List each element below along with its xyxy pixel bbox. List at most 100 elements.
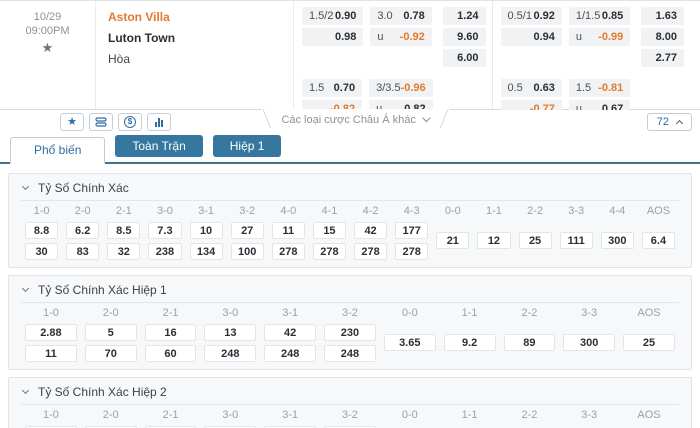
tab-toàn-trận[interactable]: Toàn Trận bbox=[115, 135, 203, 157]
odds-band-1: 1.5/2 0.90 0.98 3.0 0.78 u -0.92 1.24 9.60 6.00 bbox=[302, 7, 486, 70]
score-odds-cell[interactable]: 6.4 bbox=[641, 231, 675, 249]
score-odds-cell[interactable]: 8.8 bbox=[25, 222, 59, 239]
score-odds-cell[interactable]: 7.3 bbox=[148, 222, 182, 239]
score-column-3-2: 3-2122230 bbox=[324, 408, 376, 428]
stack-icon[interactable] bbox=[89, 113, 113, 131]
score-label: 3-1 bbox=[198, 205, 215, 217]
x12-odds-cell[interactable]: 6.00 bbox=[442, 49, 486, 67]
teams-column: Aston Villa Luton Town Hòa bbox=[95, 1, 293, 109]
match-datetime: 10/29 09:00PM ★ bbox=[0, 1, 95, 109]
x12-odds-cell[interactable]: 1.63 bbox=[641, 7, 684, 25]
score-label: 1-1 bbox=[485, 205, 502, 217]
score-label: 3-2 bbox=[342, 307, 358, 319]
score-odds-cell[interactable]: 8.5 bbox=[107, 222, 141, 239]
over_under-value: 0.85 bbox=[601, 10, 624, 22]
score-odds-cell[interactable]: 30 bbox=[25, 243, 59, 260]
tab-hiệp-1[interactable]: Hiệp 1 bbox=[212, 135, 282, 157]
score-odds-cell[interactable]: 21 bbox=[436, 231, 470, 249]
single-odds-wrap: 300 bbox=[563, 320, 616, 362]
score-odds-cell[interactable]: 83 bbox=[66, 243, 100, 260]
score-odds-cell[interactable]: 248 bbox=[204, 345, 257, 362]
score-odds-cell[interactable]: 25 bbox=[264, 426, 317, 428]
handicap-odds-cell[interactable]: 0.98 bbox=[302, 28, 364, 46]
x12-odds-cell[interactable]: 1.24 bbox=[442, 7, 486, 25]
score-odds-cell[interactable]: 278 bbox=[271, 243, 305, 260]
asian-bets-dropdown[interactable]: Các loại cược Châu Á khác bbox=[261, 109, 450, 130]
handicap-value: 0.94 bbox=[533, 31, 555, 43]
favorite-star-icon[interactable]: ★ bbox=[41, 40, 54, 55]
score-odds-cell[interactable]: 5 bbox=[84, 324, 137, 341]
score-odds-cell[interactable]: 300 bbox=[600, 231, 634, 249]
over_under-odds-cell[interactable]: 1/1.5 0.85 bbox=[568, 7, 631, 25]
score-odds-cell[interactable]: 278 bbox=[312, 243, 346, 260]
dollar-icon[interactable]: $ bbox=[118, 113, 142, 131]
score-odds-cell[interactable]: 300 bbox=[563, 333, 616, 351]
handicap-odds-cell[interactable]: 1.5 0.70 bbox=[302, 79, 363, 97]
over_under-value: -0.81 bbox=[598, 82, 624, 94]
chevron-down-icon[interactable] bbox=[21, 386, 30, 395]
score-odds-cell[interactable]: 6.2 bbox=[66, 222, 100, 239]
score-odds-cell[interactable]: 12 bbox=[144, 426, 197, 428]
x12-odds-cell[interactable]: 8.00 bbox=[641, 28, 684, 46]
score-label: 3-0 bbox=[222, 307, 239, 319]
tab-phổ-biến[interactable]: Phổ biến bbox=[10, 137, 106, 164]
score-odds-cell[interactable]: 11 bbox=[271, 222, 305, 239]
score-odds-cell[interactable]: 10 bbox=[189, 222, 223, 239]
score-odds-cell[interactable]: 70 bbox=[84, 345, 137, 362]
score-odds-cell[interactable]: 27 bbox=[230, 222, 264, 239]
score-odds-cell[interactable]: 3.65 bbox=[383, 333, 436, 351]
score-odds-cell[interactable]: 42 bbox=[354, 222, 388, 239]
handicap-odds-cell[interactable]: 0.5/1 0.92 bbox=[500, 7, 562, 25]
score-label: 2-1 bbox=[162, 409, 179, 421]
over_under-odds-cell[interactable]: 3/3.5 -0.96 bbox=[369, 79, 433, 97]
score-odds-cell[interactable]: 248 bbox=[264, 345, 317, 362]
over_under-odds-cell[interactable]: u -0.99 bbox=[568, 28, 631, 46]
score-odds-cell[interactable]: 278 bbox=[395, 243, 429, 260]
score-odds-cell[interactable]: 16 bbox=[144, 324, 197, 341]
score-odds-cell[interactable]: 278 bbox=[354, 243, 388, 260]
handicap-odds-cell[interactable]: 0.94 bbox=[500, 28, 562, 46]
score-odds-cell[interactable]: 12 bbox=[477, 231, 511, 249]
score-odds-cell[interactable]: 111 bbox=[559, 231, 593, 249]
chevron-down-icon[interactable] bbox=[21, 182, 30, 191]
score-odds-cell[interactable]: 4.6 bbox=[84, 426, 137, 428]
score-odds-cell[interactable]: 122 bbox=[324, 426, 376, 428]
handicap-odds-cell[interactable]: 0.5 0.63 bbox=[500, 79, 562, 97]
score-label: AOS bbox=[637, 409, 661, 421]
score-odds-cell[interactable]: 3.35 bbox=[25, 426, 77, 428]
over_under-value: -0.96 bbox=[400, 82, 426, 94]
score-odds-cell[interactable]: 238 bbox=[148, 243, 182, 260]
chevron-down-icon[interactable] bbox=[21, 284, 30, 293]
score-odds-cell[interactable]: 2.88 bbox=[25, 324, 77, 341]
score-odds-cell[interactable]: 177 bbox=[395, 222, 429, 239]
score-odds-cell[interactable]: 11 bbox=[25, 345, 77, 362]
x12-odds-cell[interactable]: 2.77 bbox=[641, 49, 684, 67]
score-odds-cell[interactable]: 60 bbox=[144, 345, 197, 362]
single-odds-wrap: 9.2 bbox=[443, 320, 496, 362]
score-odds-cell[interactable]: 15 bbox=[312, 222, 346, 239]
score-odds-cell[interactable]: 42 bbox=[264, 324, 317, 341]
over_under-odds-cell[interactable]: 3.0 0.78 bbox=[370, 7, 432, 25]
score-odds-cell[interactable]: 89 bbox=[503, 333, 556, 351]
favorite-star-icon[interactable]: ★ bbox=[60, 113, 84, 131]
score-odds-cell[interactable]: 32 bbox=[107, 243, 141, 260]
handicap-odds-cell[interactable]: 1.5/2 0.90 bbox=[302, 7, 364, 25]
market-count-toggle[interactable]: 72 bbox=[646, 113, 692, 131]
score-odds-cell[interactable]: 25 bbox=[518, 231, 552, 249]
score-odds-cell[interactable]: 10 bbox=[204, 426, 257, 428]
single-odds-wrap: 12 bbox=[477, 218, 511, 260]
score-column-2-0: 2-04.660 bbox=[84, 408, 137, 428]
score-odds-cell[interactable]: 9.2 bbox=[443, 333, 496, 351]
stats-icon[interactable] bbox=[147, 113, 171, 131]
score-odds-cell[interactable]: 134 bbox=[189, 243, 223, 260]
score-odds-cell[interactable]: 13 bbox=[204, 324, 257, 341]
score-odds-cell[interactable]: 25 bbox=[623, 333, 675, 351]
over_under-value: -0.92 bbox=[399, 31, 425, 43]
score-odds-cell[interactable]: 248 bbox=[324, 345, 376, 362]
over_under-label: 1/1.5 bbox=[575, 10, 601, 22]
score-odds-cell[interactable]: 100 bbox=[230, 243, 264, 260]
over_under-odds-cell[interactable]: 1.5 -0.81 bbox=[568, 79, 631, 97]
x12-odds-cell[interactable]: 9.60 bbox=[442, 28, 486, 46]
over_under-odds-cell[interactable]: u -0.92 bbox=[370, 28, 432, 46]
score-odds-cell[interactable]: 230 bbox=[324, 324, 376, 341]
